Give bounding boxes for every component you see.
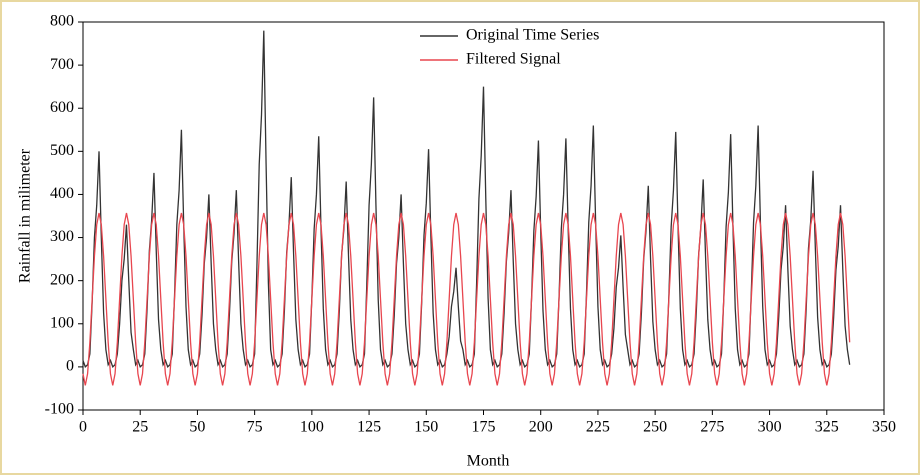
x-tick-label: 0 [79, 419, 87, 436]
y-tick-label: 200 [50, 271, 74, 288]
y-tick-label: 500 [50, 142, 74, 159]
x-tick-label: 175 [472, 419, 496, 436]
x-tick-label: 75 [247, 419, 263, 436]
y-tick-label: 0 [66, 358, 74, 375]
legend-label: Filtered Signal [466, 51, 561, 68]
x-tick-label: 125 [357, 419, 381, 436]
x-tick-label: 25 [132, 419, 148, 436]
x-tick-label: 200 [529, 419, 553, 436]
y-tick-label: -100 [45, 401, 74, 418]
y-tick-label: 400 [50, 185, 74, 202]
legend-label: Original Time Series [466, 27, 599, 44]
x-tick-label: 325 [815, 419, 839, 436]
y-tick-label: 600 [50, 99, 74, 116]
y-tick-label: 100 [50, 314, 74, 331]
x-tick-label: 300 [758, 419, 782, 436]
y-axis-label: Rainfall in milimeter [17, 148, 34, 283]
x-tick-label: 350 [872, 419, 896, 436]
x-tick-label: 225 [586, 419, 610, 436]
y-tick-label: 800 [50, 13, 74, 30]
y-tick-label: 700 [50, 56, 74, 73]
series-line [82, 212, 851, 386]
y-tick-label: 300 [50, 228, 74, 245]
x-tick-label: 50 [189, 419, 205, 436]
x-axis-label: Month [467, 453, 510, 470]
x-tick-label: 150 [414, 419, 438, 436]
x-tick-label: 275 [700, 419, 724, 436]
x-tick-label: 250 [643, 419, 667, 436]
x-tick-label: 100 [300, 419, 324, 436]
